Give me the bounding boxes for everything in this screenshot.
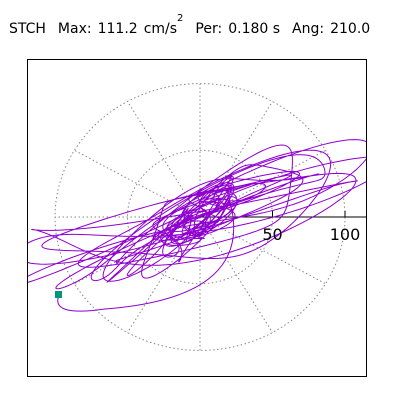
max-label: Max:	[57, 20, 92, 37]
max-unit: cm/s	[143, 20, 178, 37]
grid-spoke	[127, 216, 201, 333]
station-code: STCH	[9, 20, 46, 37]
plot-header: STCH Max: 111.2 cm/s2 Per: 0.180 s Ang: 210.0	[9, 13, 370, 37]
trace-path	[28, 139, 366, 312]
grid-spoke	[199, 216, 273, 333]
radial-tick-label: 100	[330, 225, 361, 244]
period-label: Per:	[195, 20, 223, 37]
max-value: 111.2	[97, 20, 138, 37]
grid-spoke	[199, 101, 273, 218]
period-value: 0.180 s	[228, 20, 281, 37]
angle-value: 210.0	[330, 20, 371, 37]
radial-tick-labels: 50 100	[262, 225, 360, 244]
polar-plot-frame: 50 100	[27, 59, 367, 377]
radial-tick-label: 50	[262, 225, 282, 244]
polar-plot: 50 100	[28, 83, 366, 351]
angle-label: Ang:	[292, 20, 325, 37]
trace-end-marker	[55, 291, 62, 298]
grid-spoke	[127, 101, 201, 218]
particle-motion-trace	[28, 139, 366, 312]
max-unit-exponent: 2	[177, 13, 184, 24]
